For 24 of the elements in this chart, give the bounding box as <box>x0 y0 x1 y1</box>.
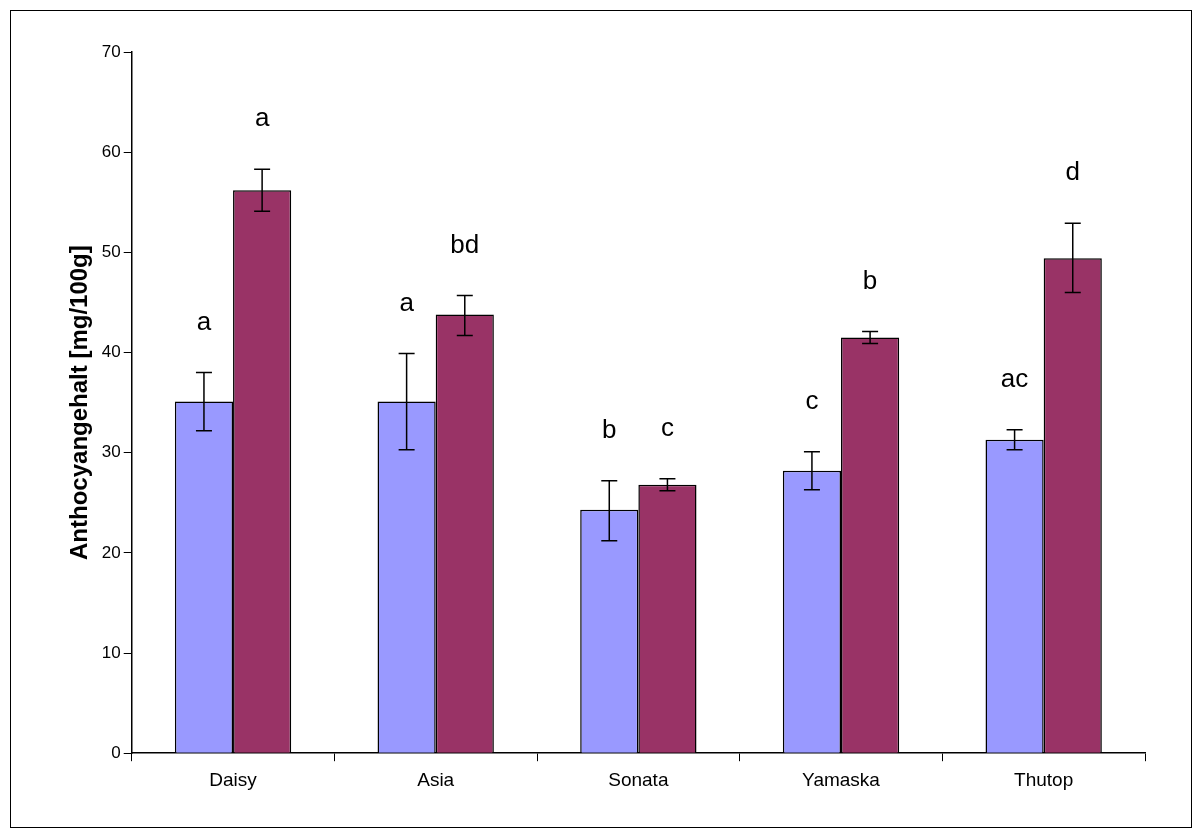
x-tick-label: Thutop <box>1014 768 1074 790</box>
y-tick-label: 70 <box>101 41 121 61</box>
y-tick-label: 40 <box>101 342 121 362</box>
x-tick-label: Sonata <box>608 768 669 790</box>
annotation: a <box>196 305 212 336</box>
y-tick-label: 60 <box>101 141 121 161</box>
y-tick-label: 10 <box>101 642 121 662</box>
y-axis-title: Anthocyangehalt [mg/100g] <box>65 245 93 560</box>
x-tick-label: Yamaska <box>802 768 881 790</box>
x-tick-label: Asia <box>417 768 455 790</box>
annotation: c <box>660 411 674 442</box>
annotation: b <box>602 413 617 444</box>
x-tick-label: Daisy <box>209 768 258 790</box>
annotation: c <box>805 384 819 415</box>
annotation: ac <box>1000 362 1029 393</box>
annotation: bd <box>450 228 480 259</box>
y-tick-label: 0 <box>111 742 121 762</box>
y-tick-label: 20 <box>101 542 121 562</box>
annotation: a <box>399 286 415 317</box>
y-tick-label: 50 <box>101 242 121 262</box>
annotation: a <box>254 102 270 133</box>
y-tick-label: 30 <box>101 442 121 462</box>
annotation: d <box>1065 156 1080 187</box>
annotation: b <box>862 264 878 295</box>
